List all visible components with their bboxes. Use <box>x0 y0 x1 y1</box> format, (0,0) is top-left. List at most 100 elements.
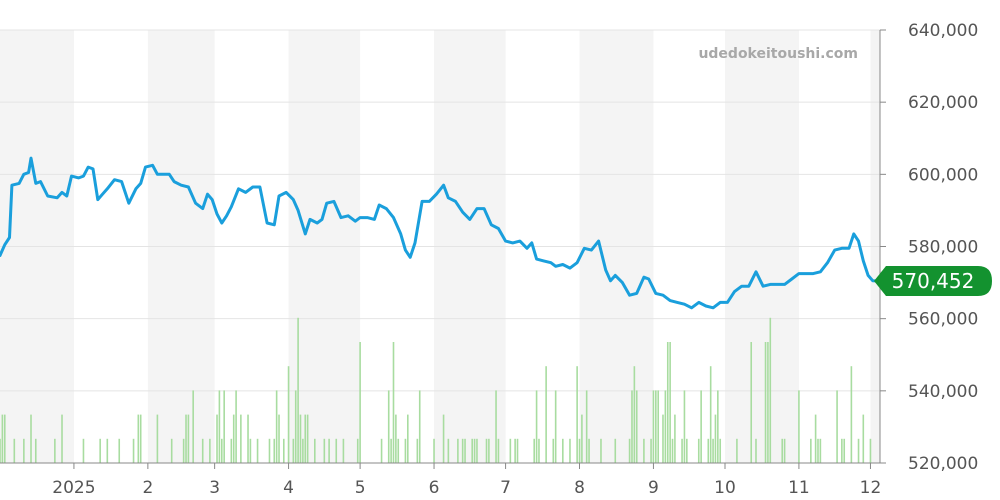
volume-bar <box>495 390 497 463</box>
volume-bar <box>662 414 664 463</box>
volume-bar <box>581 414 583 463</box>
x-tick-label: 10 <box>714 478 736 498</box>
volume-bar <box>404 438 407 463</box>
volume-bar <box>516 438 519 463</box>
volume-bar <box>464 438 466 463</box>
volume-bar <box>712 438 714 463</box>
volume-bar <box>209 438 211 463</box>
volume-bar <box>139 414 142 463</box>
volume-bar <box>843 438 846 463</box>
volume-bar <box>628 438 631 463</box>
volume-bar <box>836 390 838 463</box>
volume-bar <box>216 414 218 463</box>
volume-bar <box>714 414 717 463</box>
volume-bar <box>488 438 490 463</box>
volume-bar <box>118 438 121 463</box>
y-tick-label: 560,000 <box>908 310 978 330</box>
volume-bar <box>535 390 538 463</box>
volume-bar <box>447 438 450 463</box>
volume-bar <box>132 438 135 463</box>
volume-bar <box>569 438 571 463</box>
volume-bar <box>201 438 204 463</box>
volume-bar <box>681 438 683 463</box>
volume-bar <box>356 438 359 463</box>
volume-bar <box>650 438 652 463</box>
volume-bar <box>533 438 536 463</box>
volume-bar <box>416 438 419 463</box>
volume-bar <box>683 390 686 463</box>
volume-bar <box>392 342 395 463</box>
volume-bar <box>514 438 516 463</box>
volume-bar <box>249 438 252 463</box>
volume-bar <box>671 438 674 463</box>
volume-bar <box>268 438 271 463</box>
x-tick-label: 6 <box>429 478 440 498</box>
volume-bar <box>0 438 1 463</box>
volume-bar <box>697 438 700 463</box>
volume-bar <box>106 438 109 463</box>
y-tick-label: 520,000 <box>908 454 978 474</box>
volume-bar <box>278 414 280 463</box>
volume-bar <box>299 414 302 463</box>
volume-bar <box>600 438 602 463</box>
volume-bar <box>755 438 757 463</box>
volume-bar <box>552 438 555 463</box>
volume-bar <box>297 317 299 463</box>
volume-bar <box>182 438 185 463</box>
volume-bar <box>13 438 16 463</box>
volume-bar <box>545 366 547 463</box>
volume-bar <box>156 414 159 463</box>
x-tick-label: 8 <box>574 478 585 498</box>
x-tick-label: 2 <box>142 478 153 498</box>
x-tick-label: 5 <box>355 478 366 498</box>
volume-bar <box>170 438 173 463</box>
volume-bar <box>719 438 722 463</box>
volume-bar <box>3 414 6 463</box>
volume-bar <box>137 414 140 463</box>
volume-bar <box>273 438 276 463</box>
y-tick-label: 620,000 <box>908 93 978 113</box>
current-value-badge-shape <box>874 265 992 296</box>
y-tick-label: 640,000 <box>908 21 978 41</box>
volume-bar <box>750 342 753 463</box>
volume-bar <box>302 438 304 463</box>
volume-bar <box>23 438 25 463</box>
volume-bar <box>328 438 330 463</box>
x-tick-label: 12 <box>860 478 882 498</box>
x-axis-ticks: 2025 2 3 4 5 6 7 8 9 10 11 12 <box>52 463 881 498</box>
volume-bar <box>292 438 295 463</box>
volume-bar <box>707 438 710 463</box>
volume-bar <box>717 390 719 463</box>
volume-bar <box>306 414 309 463</box>
volume-bar <box>395 414 397 463</box>
volume-bar <box>220 438 223 463</box>
volume-bar <box>850 366 853 463</box>
volume-bar <box>614 438 617 463</box>
volume-bar <box>407 414 409 463</box>
volume-bar <box>418 390 421 463</box>
volume-bar <box>635 390 638 463</box>
volume-bar <box>1 414 4 463</box>
volume-bar <box>313 438 316 463</box>
volume-bar <box>192 390 194 463</box>
volume-bar <box>294 390 297 463</box>
volume-bar <box>664 390 667 463</box>
volume-bar <box>187 414 190 463</box>
volume-bar <box>342 438 345 463</box>
volume-bar <box>869 438 872 463</box>
volume-bar <box>674 414 676 463</box>
volume-bar <box>767 342 769 463</box>
x-tick-label: 9 <box>648 478 659 498</box>
volume-bar <box>397 438 400 463</box>
volume-bar <box>686 438 688 463</box>
volume-bar <box>54 438 56 463</box>
volume-bar <box>433 438 435 463</box>
x-tick-label: 3 <box>209 478 220 498</box>
volume-bar <box>304 414 307 463</box>
volume-bar <box>810 438 812 463</box>
volume-bar <box>240 414 242 463</box>
volume-bar <box>666 342 669 463</box>
volume-bar <box>476 438 478 463</box>
volume-bar <box>457 438 459 463</box>
